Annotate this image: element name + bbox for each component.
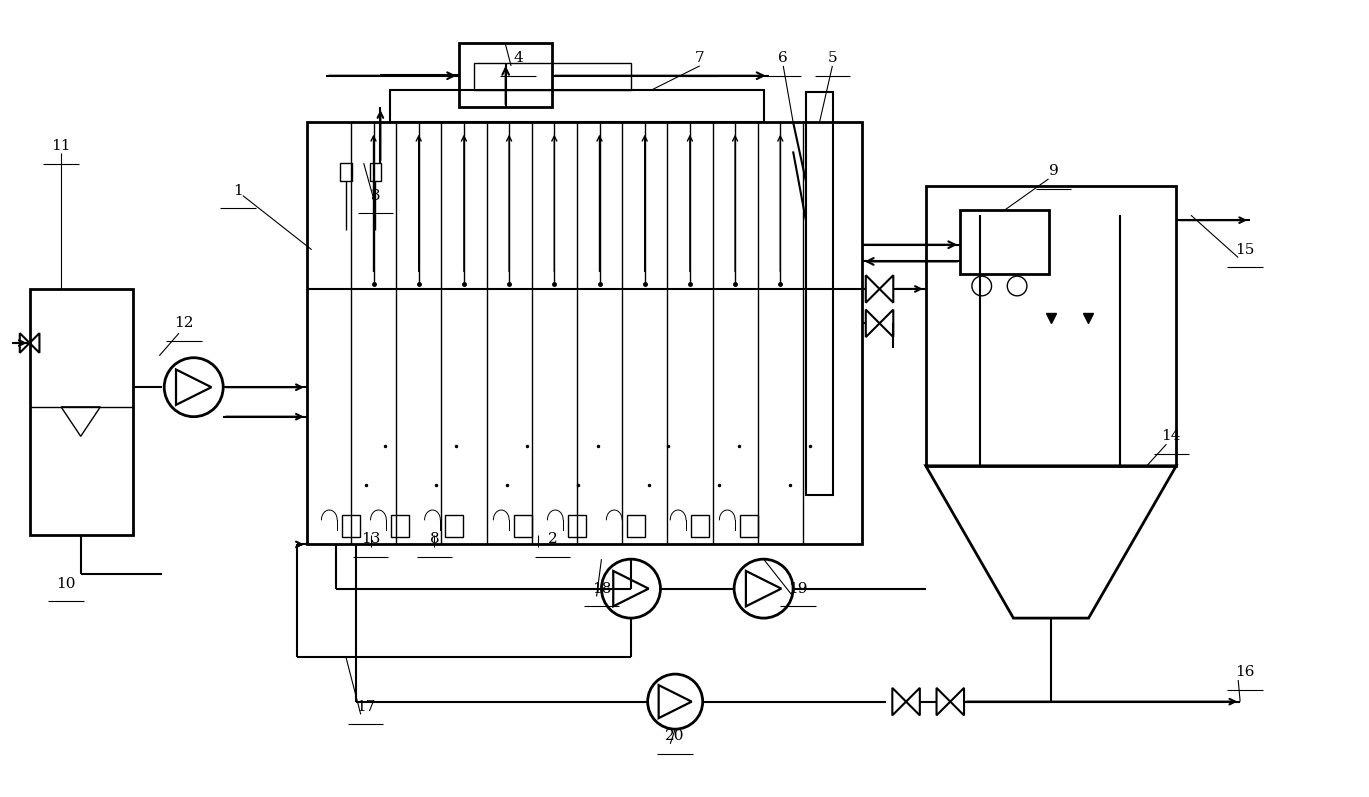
Bar (390, 91, 764, 122)
Text: 20: 20 (665, 729, 684, 743)
Text: 17: 17 (356, 700, 375, 713)
Bar (925, 186, 1176, 465)
Text: 4: 4 (513, 51, 523, 65)
Text: 13: 13 (361, 532, 381, 547)
Text: 9: 9 (1049, 164, 1058, 178)
Bar (627, 515, 645, 536)
Text: 19: 19 (789, 582, 808, 595)
Text: 11: 11 (51, 139, 71, 154)
Text: 2: 2 (548, 532, 557, 547)
Text: 5: 5 (828, 51, 838, 65)
Bar (474, 63, 631, 91)
Bar (568, 515, 586, 536)
Bar (513, 515, 531, 536)
Text: 18: 18 (591, 582, 611, 595)
Text: 16: 16 (1235, 665, 1255, 679)
Bar (307, 122, 862, 544)
Text: 6: 6 (779, 51, 789, 65)
Text: 3: 3 (371, 189, 381, 202)
Text: 1: 1 (233, 183, 242, 198)
Bar (445, 515, 463, 536)
Bar (691, 515, 709, 536)
Bar (459, 43, 552, 107)
Text: 8: 8 (430, 532, 439, 547)
Text: 15: 15 (1235, 242, 1255, 257)
Bar (392, 515, 409, 536)
Bar (370, 163, 382, 181)
Text: 10: 10 (56, 577, 75, 591)
Bar (30, 289, 133, 535)
Bar (806, 92, 834, 495)
Text: 12: 12 (174, 316, 193, 330)
Bar (340, 163, 352, 181)
Bar (741, 515, 757, 536)
Bar (342, 515, 360, 536)
Text: 7: 7 (695, 51, 705, 65)
Bar (960, 210, 1049, 274)
Text: 14: 14 (1162, 430, 1181, 443)
